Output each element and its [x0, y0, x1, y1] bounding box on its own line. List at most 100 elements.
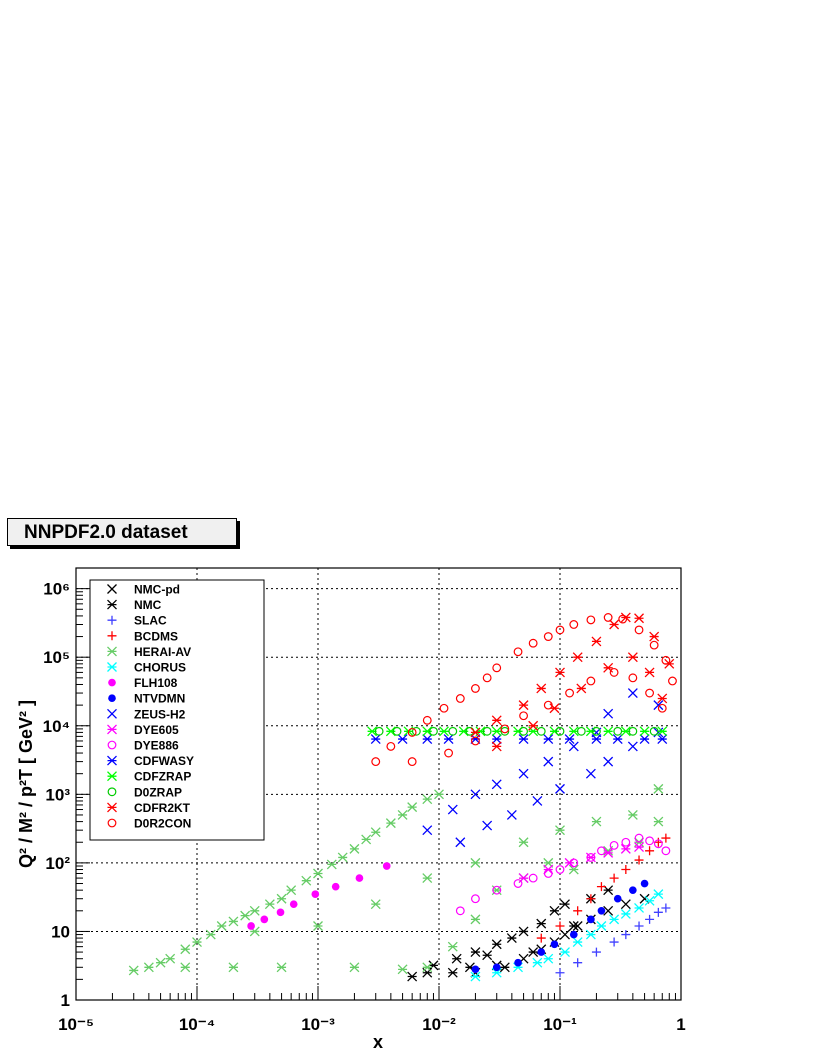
data-point — [620, 899, 631, 910]
y-axis-label: Q² / M² / p²T [ GeV² ] — [16, 700, 36, 868]
legend-marker — [107, 599, 117, 610]
legend-label: HERAI-AV — [134, 645, 191, 659]
data-point — [596, 882, 606, 892]
series-d0zrap — [374, 726, 659, 736]
data-point — [289, 900, 298, 908]
legend-label: D0ZRAP — [134, 785, 182, 799]
data-point — [653, 839, 663, 849]
data-point — [500, 724, 510, 734]
data-point — [155, 957, 166, 968]
y-tick-label: 1 — [61, 991, 70, 1010]
legend-marker — [107, 740, 117, 750]
data-point — [439, 726, 449, 737]
data-point — [639, 726, 650, 737]
data-point — [532, 957, 543, 968]
series-flh108 — [247, 862, 391, 930]
data-point — [634, 833, 644, 843]
data-point — [573, 958, 583, 968]
data-point — [470, 894, 480, 904]
data-point — [591, 816, 602, 827]
data-point — [455, 694, 465, 703]
data-point — [543, 734, 554, 745]
data-point — [618, 614, 628, 624]
data-point — [603, 756, 614, 767]
legend-marker — [107, 662, 117, 672]
data-point — [653, 816, 664, 827]
data-point — [649, 640, 659, 650]
legend-box — [89, 579, 265, 841]
data-point — [568, 921, 579, 931]
data-point — [568, 726, 579, 737]
data-point — [519, 711, 529, 721]
data-point — [422, 734, 433, 745]
data-point — [560, 899, 570, 910]
data-point — [569, 620, 579, 629]
series-slac — [555, 903, 671, 978]
chart-title-box: NNPDF2.0 dataset — [7, 518, 237, 546]
data-point — [407, 802, 418, 813]
data-point — [337, 852, 348, 863]
data-point — [518, 768, 529, 779]
data-point — [536, 933, 546, 943]
data-point — [620, 843, 631, 854]
data-point — [649, 726, 659, 736]
legend-marker — [107, 802, 117, 813]
data-point — [543, 756, 554, 767]
data-point — [555, 968, 565, 978]
data-point — [519, 726, 529, 736]
data-point — [506, 809, 517, 820]
data-point — [645, 836, 655, 846]
data-point — [620, 908, 631, 919]
data-point — [370, 734, 381, 745]
data-point — [313, 868, 323, 879]
data-point — [482, 950, 493, 961]
data-point — [564, 734, 575, 745]
data-point — [586, 894, 596, 904]
legend-label: DYE886 — [134, 739, 179, 753]
data-point — [549, 703, 560, 714]
data-point — [543, 632, 553, 641]
x-tick-label: 10⁻³ — [301, 1015, 335, 1034]
data-point — [528, 720, 539, 731]
data-point — [645, 846, 655, 856]
data-point — [543, 953, 554, 964]
data-point — [528, 873, 538, 883]
legend-label: FLH108 — [134, 676, 178, 690]
data-point — [569, 858, 579, 868]
data-point — [649, 631, 660, 642]
y-tick-label: 10 — [51, 922, 70, 941]
legend-label: CDFZRAP — [134, 770, 191, 784]
data-point — [629, 886, 637, 894]
legend-label: SLAC — [134, 614, 167, 628]
data-point — [621, 930, 631, 940]
data-point — [349, 843, 360, 854]
plot-frame — [75, 567, 682, 1001]
data-point — [385, 818, 396, 829]
data-point — [286, 885, 297, 896]
data-point — [573, 906, 583, 916]
data-point — [528, 947, 539, 958]
data-point — [455, 906, 465, 916]
data-point — [568, 864, 579, 875]
data-point — [386, 741, 396, 751]
data-point — [634, 625, 644, 635]
data-point — [276, 908, 285, 917]
data-point — [657, 703, 667, 713]
data-point — [587, 915, 595, 924]
data-point — [470, 857, 481, 868]
legend-label: DYE605 — [134, 723, 179, 737]
data-point — [565, 688, 575, 698]
data-point — [301, 875, 312, 886]
legend-marker — [107, 724, 117, 735]
data-point — [492, 885, 502, 895]
data-point — [569, 930, 578, 939]
x-tick-label: 10⁻⁴ — [179, 1015, 215, 1034]
data-point — [470, 914, 481, 925]
data-point — [627, 741, 638, 752]
legend-label: NTVDMN — [134, 692, 185, 706]
data-point — [397, 964, 408, 975]
data-point — [349, 962, 360, 973]
data-point — [528, 638, 538, 648]
data-point — [276, 893, 287, 904]
data-point — [518, 734, 529, 745]
